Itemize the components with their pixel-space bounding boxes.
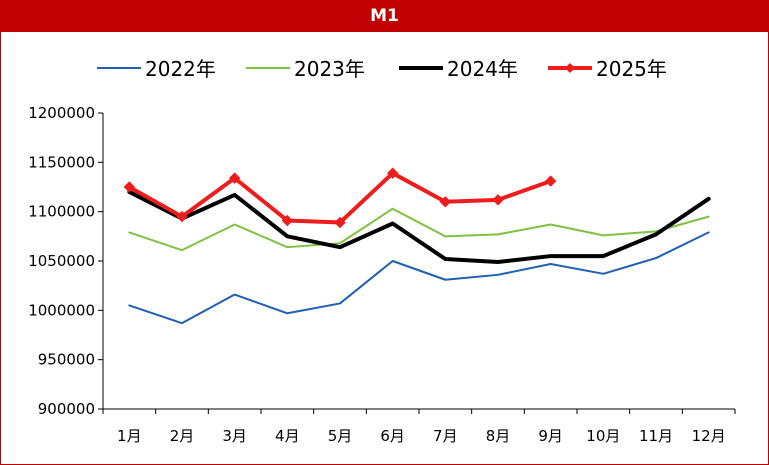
data-point-marker — [334, 216, 346, 229]
legend-label: 2025年 — [596, 57, 667, 81]
series-line-2024年 — [127, 189, 711, 264]
y-tick-label: 1050000 — [28, 252, 95, 270]
y-tick-label: 1150000 — [28, 153, 95, 171]
legend-marker — [565, 63, 575, 73]
y-tick-label: 900000 — [38, 400, 95, 418]
data-point-marker — [439, 196, 452, 208]
title-bar — [1, 1, 768, 32]
x-tick-label: 12月 — [692, 427, 726, 445]
x-tick-label: 10月 — [586, 427, 620, 445]
series-line-2023年 — [128, 207, 710, 252]
y-tick-label: 1100000 — [28, 203, 95, 221]
data-point-marker — [544, 175, 557, 187]
x-tick-label: 6月 — [380, 427, 405, 445]
data-point-marker — [123, 181, 136, 193]
x-tick-label: 7月 — [433, 427, 458, 445]
legend-label: 2023年 — [294, 57, 365, 81]
x-tick-label: 8月 — [486, 427, 511, 445]
y-tick-label: 950000 — [38, 351, 95, 369]
y-tick-label: 1000000 — [28, 301, 95, 319]
data-point-marker — [228, 172, 241, 184]
legend-label: 2024年 — [447, 57, 518, 81]
x-tick-label: 2月 — [170, 427, 195, 445]
x-tick-label: 3月 — [222, 427, 247, 445]
data-point-marker — [386, 167, 399, 179]
x-tick-label: 11月 — [639, 427, 673, 445]
x-tick-label: 9月 — [538, 427, 563, 445]
series-line-2022年 — [128, 231, 710, 325]
data-point-marker — [176, 210, 188, 223]
x-tick-label: 5月 — [328, 427, 353, 445]
x-tick-label: 4月 — [275, 427, 300, 445]
x-tick-label: 1月 — [117, 427, 142, 445]
y-tick-label: 1200000 — [28, 104, 95, 122]
data-point-marker — [492, 194, 504, 206]
chart-title: M1 — [370, 6, 399, 26]
legend-label: 2022年 — [145, 57, 216, 81]
data-point-marker — [281, 214, 294, 227]
